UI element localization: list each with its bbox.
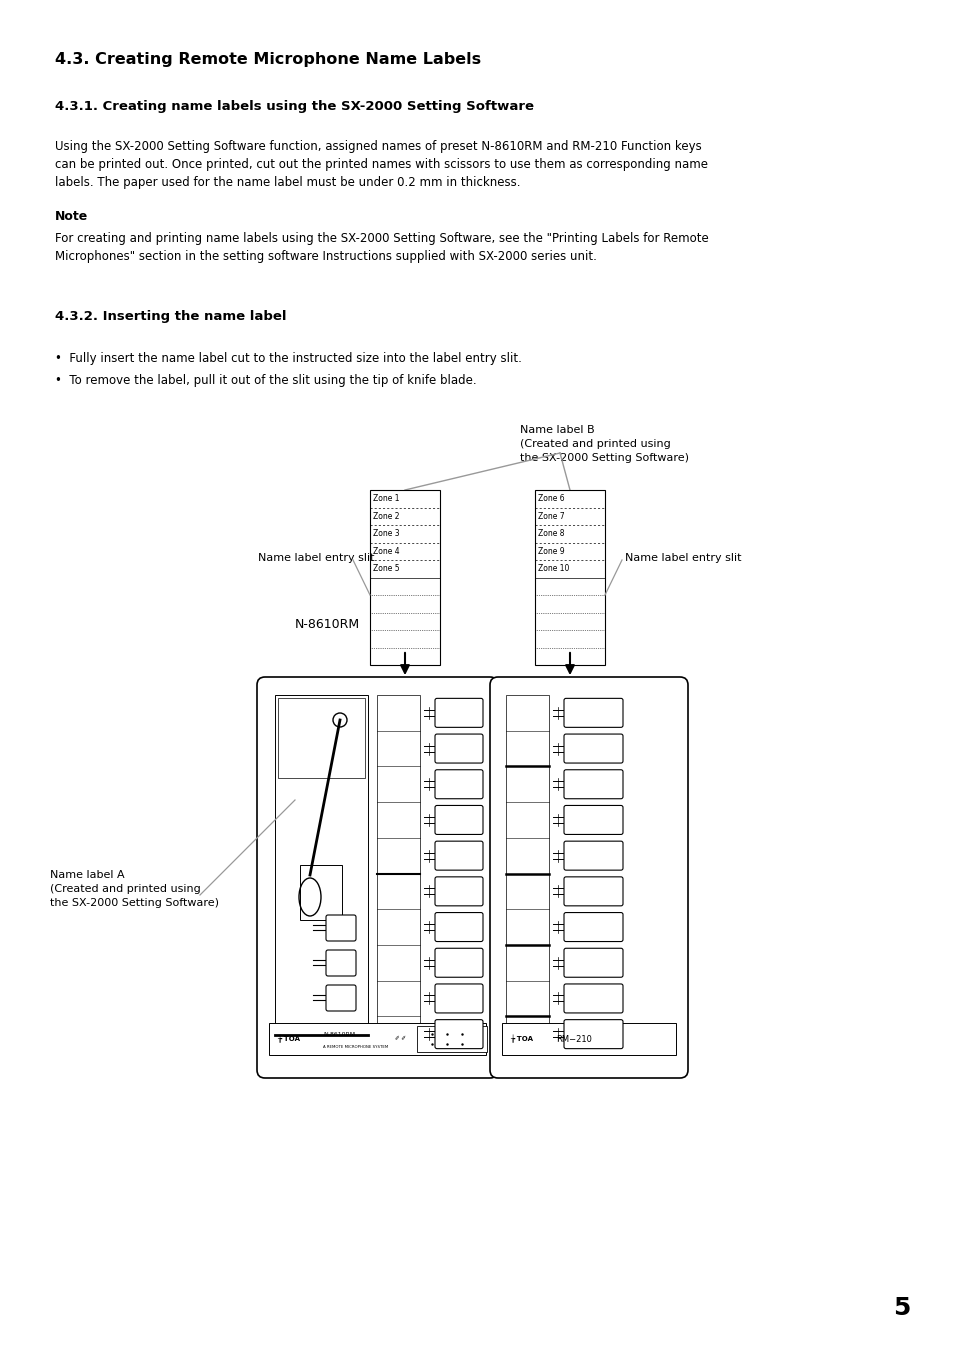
Bar <box>376 695 419 1052</box>
Text: 5: 5 <box>892 1296 909 1320</box>
FancyBboxPatch shape <box>435 948 482 977</box>
FancyBboxPatch shape <box>490 676 687 1079</box>
Text: Name label A
(Created and printed using
the SX-2000 Setting Software): Name label A (Created and printed using … <box>50 869 219 909</box>
Bar <box>501 1023 676 1054</box>
Text: •  To remove the label, pull it out of the slit using the tip of knife blade.: • To remove the label, pull it out of th… <box>55 374 476 387</box>
Text: Using the SX-2000 Setting Software function, assigned names of preset N-8610RM a: Using the SX-2000 Setting Software funct… <box>55 140 701 153</box>
Text: ✐ ✐: ✐ ✐ <box>395 1037 406 1041</box>
Text: Zone 1: Zone 1 <box>373 494 399 504</box>
Bar <box>535 490 604 666</box>
FancyBboxPatch shape <box>435 841 482 871</box>
Text: 4.3.1. Creating name labels using the SX-2000 Setting Software: 4.3.1. Creating name labels using the SX… <box>55 100 534 113</box>
FancyBboxPatch shape <box>435 734 482 763</box>
FancyBboxPatch shape <box>563 984 622 1012</box>
Text: N-8610RM: N-8610RM <box>323 1031 355 1037</box>
Text: Note: Note <box>55 211 89 223</box>
Text: Zone 8: Zone 8 <box>537 529 564 539</box>
Bar <box>505 695 548 1052</box>
FancyBboxPatch shape <box>563 841 622 871</box>
Text: N-8610RM: N-8610RM <box>294 618 359 632</box>
FancyBboxPatch shape <box>326 950 355 976</box>
FancyBboxPatch shape <box>563 698 622 728</box>
Text: Name label B
(Created and printed using
the SX-2000 Setting Software): Name label B (Created and printed using … <box>519 425 688 463</box>
FancyBboxPatch shape <box>563 806 622 834</box>
Text: 4.3.2. Inserting the name label: 4.3.2. Inserting the name label <box>55 310 286 323</box>
Text: Zone 3: Zone 3 <box>373 529 399 539</box>
Text: Microphones" section in the setting software Instructions supplied with SX-2000 : Microphones" section in the setting soft… <box>55 250 597 263</box>
Text: Name label entry slit: Name label entry slit <box>257 554 375 563</box>
Bar <box>269 1023 485 1054</box>
FancyBboxPatch shape <box>435 698 482 728</box>
Bar <box>299 865 341 919</box>
Text: RM−210: RM−210 <box>556 1034 591 1044</box>
FancyBboxPatch shape <box>435 984 482 1012</box>
Text: Zone 10: Zone 10 <box>537 564 569 574</box>
Text: Name label entry slit: Name label entry slit <box>624 554 740 563</box>
FancyBboxPatch shape <box>563 734 622 763</box>
Text: Zone 9: Zone 9 <box>537 547 564 556</box>
Bar <box>277 698 365 778</box>
Text: labels. The paper used for the name label must be under 0.2 mm in thickness.: labels. The paper used for the name labe… <box>55 176 520 189</box>
FancyBboxPatch shape <box>563 769 622 799</box>
FancyBboxPatch shape <box>435 878 482 906</box>
Text: Zone 2: Zone 2 <box>373 512 399 521</box>
Text: Zone 7: Zone 7 <box>537 512 564 521</box>
Text: ╆ TOA: ╆ TOA <box>276 1035 299 1044</box>
Bar <box>370 490 439 666</box>
FancyBboxPatch shape <box>326 915 355 941</box>
FancyBboxPatch shape <box>435 913 482 941</box>
Text: For creating and printing name labels using the SX-2000 Setting Software, see th: For creating and printing name labels us… <box>55 232 708 244</box>
FancyBboxPatch shape <box>563 878 622 906</box>
FancyBboxPatch shape <box>435 806 482 834</box>
Text: •  Fully insert the name label cut to the instructed size into the label entry s: • Fully insert the name label cut to the… <box>55 352 521 365</box>
Bar <box>416 1026 486 1052</box>
FancyBboxPatch shape <box>563 1019 622 1049</box>
Text: Zone 5: Zone 5 <box>373 564 399 574</box>
Bar <box>274 695 368 1054</box>
FancyBboxPatch shape <box>563 948 622 977</box>
Text: 4.3. Creating Remote Microphone Name Labels: 4.3. Creating Remote Microphone Name Lab… <box>55 53 480 68</box>
Text: Zone 6: Zone 6 <box>537 494 564 504</box>
Text: A REMOTE MICROPHONE SYSTEM: A REMOTE MICROPHONE SYSTEM <box>323 1045 388 1049</box>
FancyBboxPatch shape <box>256 676 497 1079</box>
Text: can be printed out. Once printed, cut out the printed names with scissors to use: can be printed out. Once printed, cut ou… <box>55 158 707 171</box>
FancyBboxPatch shape <box>326 986 355 1011</box>
Text: Zone 4: Zone 4 <box>373 547 399 556</box>
FancyBboxPatch shape <box>563 913 622 941</box>
FancyBboxPatch shape <box>435 1019 482 1049</box>
FancyBboxPatch shape <box>435 769 482 799</box>
Text: ╆ TOA: ╆ TOA <box>510 1035 533 1044</box>
